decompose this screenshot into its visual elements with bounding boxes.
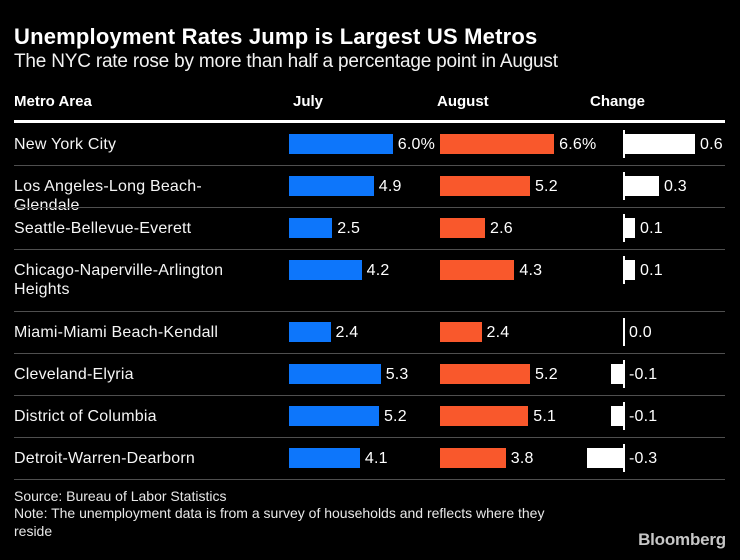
table-row: Cleveland-Elyria 5.3 5.2 -0.1	[0, 353, 740, 395]
table-row: Detroit-Warren-Dearborn 4.1 3.8 -0.3	[0, 437, 740, 479]
metro-area-label: Miami-Miami Beach-Kendall	[14, 324, 219, 341]
change-axis-line	[623, 402, 625, 430]
july-value: 5.2	[383, 408, 407, 425]
footnote: Note: The unemployment data is from a su…	[14, 505, 545, 539]
july-bar	[289, 176, 374, 196]
change-axis-line	[623, 360, 625, 388]
table-row: New York City 6.0% 6.6% 0.6	[0, 123, 740, 165]
august-value: 2.6	[489, 220, 513, 237]
bloomberg-logo: Bloomberg	[638, 530, 726, 549]
august-value: 5.2	[534, 366, 558, 383]
august-value: 6.6%	[559, 136, 597, 153]
column-header-august: August	[437, 93, 489, 110]
column-header-metro-area: Metro Area	[14, 93, 92, 110]
july-bar	[289, 448, 360, 468]
change-value: 0.1	[640, 220, 663, 237]
change-bar	[587, 448, 623, 468]
change-bar	[623, 218, 635, 238]
change-axis-line	[623, 318, 625, 346]
august-value: 3.8	[510, 450, 534, 467]
table-row: District of Columbia 5.2 5.1 -0.1	[0, 395, 740, 437]
metro-area-label: Detroit-Warren-Dearborn	[14, 450, 195, 467]
metro-area-label: Seattle-Bellevue-Everett	[14, 220, 192, 237]
august-value: 5.1	[533, 408, 557, 425]
change-value: 0.6	[700, 136, 723, 153]
change-value: -0.1	[629, 408, 658, 425]
table-row: Miami-Miami Beach-Kendall 2.4 2.4 0.0	[0, 311, 740, 353]
change-bar	[623, 260, 635, 280]
source-note: Source: Bureau of Labor Statistics	[14, 488, 227, 504]
july-value: 4.2	[366, 262, 390, 279]
metro-area-label: New York City	[14, 136, 117, 153]
change-bar	[611, 406, 623, 426]
august-value: 2.4	[486, 324, 510, 341]
change-value: 0.3	[664, 178, 687, 195]
table-body: New York City 6.0% 6.6% 0.6 Los Angeles-Long…	[0, 123, 740, 480]
august-value: 5.2	[534, 178, 558, 195]
change-bar	[611, 364, 623, 384]
august-bar	[440, 176, 530, 196]
july-bar	[289, 406, 379, 426]
change-bar	[623, 134, 695, 154]
chart-subtitle: The NYC rate rose by more than half a pe…	[14, 51, 558, 72]
july-value: 6.0%	[397, 136, 436, 153]
july-bar	[289, 260, 362, 280]
july-bar	[289, 322, 331, 342]
august-bar	[440, 406, 529, 426]
metro-area-label: Chicago-Naperville-Arlington Heights	[14, 262, 224, 298]
july-value: 5.3	[385, 366, 409, 383]
july-value: 4.9	[378, 178, 402, 195]
chart-title: Unemployment Rates Jump is Largest US Me…	[14, 24, 538, 49]
august-bar	[440, 218, 485, 238]
change-value: 0.0	[629, 324, 652, 341]
august-bar	[440, 322, 482, 342]
july-value: 4.1	[364, 450, 388, 467]
july-bar	[289, 134, 393, 154]
change-bar	[623, 176, 659, 196]
july-bar	[289, 364, 381, 384]
table-row: Los Angeles-Long Beach-Glendale 4.9 5.2 0.3	[0, 165, 740, 214]
metro-area-label: District of Columbia	[14, 408, 157, 425]
column-header-july: July	[293, 93, 324, 110]
change-value: -0.3	[629, 450, 658, 467]
metro-area-label: Los Angeles-Long Beach-Glendale	[14, 178, 202, 214]
august-bar	[440, 448, 506, 468]
table-row: Chicago-Naperville-Arlington Heights 4.2 4…	[0, 249, 740, 311]
august-bar	[440, 260, 515, 280]
august-value: 4.3	[519, 262, 543, 279]
metro-area-label: Cleveland-Elyria	[14, 366, 134, 383]
change-value: -0.1	[629, 366, 658, 383]
august-bar	[440, 364, 530, 384]
column-header-change: Change	[590, 93, 646, 110]
july-value: 2.4	[335, 324, 359, 341]
header-rule	[14, 120, 725, 123]
july-bar	[289, 218, 333, 238]
change-value: 0.1	[640, 262, 663, 279]
change-axis-line	[623, 444, 625, 472]
table-row: Seattle-Bellevue-Everett 2.5 2.6 0.1	[0, 207, 740, 249]
july-value: 2.5	[337, 220, 361, 237]
august-bar	[440, 134, 555, 154]
